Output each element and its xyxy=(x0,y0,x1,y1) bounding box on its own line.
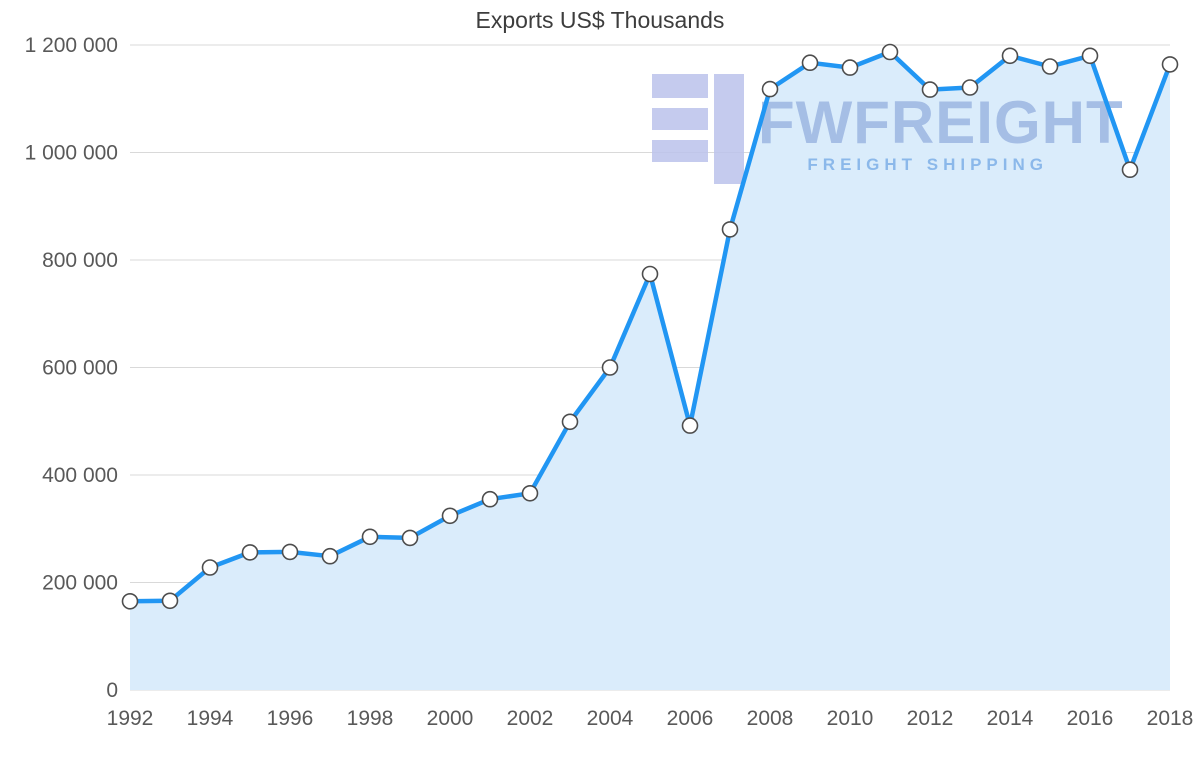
data-point-marker xyxy=(441,507,459,525)
x-tick-label: 2014 xyxy=(987,707,1034,730)
x-tick-label: 2012 xyxy=(907,707,954,730)
data-point-marker xyxy=(1081,47,1099,65)
data-point-marker xyxy=(241,544,259,561)
data-point-marker xyxy=(601,359,619,376)
data-point-marker xyxy=(961,79,979,96)
x-tick-label: 2006 xyxy=(667,707,714,730)
data-point-marker xyxy=(761,80,779,98)
chart-title: Exports US$ Thousands xyxy=(475,7,725,33)
data-point-marker xyxy=(521,484,539,502)
x-tick-label: 2004 xyxy=(587,707,634,730)
data-point-marker xyxy=(281,543,299,561)
x-tick-label: 2016 xyxy=(1067,707,1114,730)
data-point-marker xyxy=(881,43,899,61)
fwfreight-logo-icon xyxy=(652,74,744,184)
data-point-marker xyxy=(161,592,179,610)
data-point-marker xyxy=(641,265,659,283)
x-tick-label: 2000 xyxy=(427,707,474,730)
x-tick-label: 2010 xyxy=(827,707,874,730)
data-point-marker xyxy=(721,221,739,238)
watermark-brand-text: FWFREIGHT xyxy=(758,89,1124,156)
data-point-marker xyxy=(401,529,419,547)
data-point-markers xyxy=(121,43,1179,610)
data-point-marker xyxy=(1041,58,1059,75)
area-fill xyxy=(130,52,1170,690)
y-tick-label: 0 xyxy=(106,679,118,702)
y-tick-label: 200 000 xyxy=(42,572,118,595)
x-tick-label: 2008 xyxy=(747,707,794,730)
x-tick-label: 2018 xyxy=(1147,707,1194,730)
x-axis-labels: 1992 1994 1996 1998 2000 2002 2004 2006 2008 2010… xyxy=(107,707,1194,730)
watermark: FWFREIGHT FREIGHT SHIPPING xyxy=(652,74,1124,184)
y-tick-label: 1 200 000 xyxy=(25,34,118,57)
data-point-marker xyxy=(801,54,819,72)
data-point-marker xyxy=(1001,47,1019,65)
y-axis-labels: 0 200 000 400 000 600 000 800 000 1 000 000 1 … xyxy=(25,34,118,702)
data-point-marker xyxy=(361,528,379,546)
y-tick-label: 600 000 xyxy=(42,357,118,380)
x-tick-label: 1994 xyxy=(187,707,234,730)
data-point-marker xyxy=(121,592,139,610)
data-point-marker xyxy=(561,413,579,431)
x-tick-label: 2002 xyxy=(507,707,554,730)
y-tick-label: 1 000 000 xyxy=(25,142,118,165)
y-tick-label: 800 000 xyxy=(42,249,118,272)
x-tick-label: 1998 xyxy=(347,707,394,730)
watermark-tagline-text: FREIGHT SHIPPING xyxy=(807,155,1048,174)
data-point-marker xyxy=(1121,161,1139,178)
x-tick-label: 1996 xyxy=(267,707,314,730)
data-point-marker xyxy=(481,490,499,508)
data-point-marker xyxy=(921,81,939,98)
data-point-marker xyxy=(681,417,699,434)
data-point-marker xyxy=(321,547,339,565)
data-point-marker xyxy=(841,59,859,76)
y-tick-label: 400 000 xyxy=(42,464,118,487)
x-tick-label: 1992 xyxy=(107,707,154,730)
data-point-marker xyxy=(1161,56,1179,73)
data-point-marker xyxy=(201,559,219,576)
